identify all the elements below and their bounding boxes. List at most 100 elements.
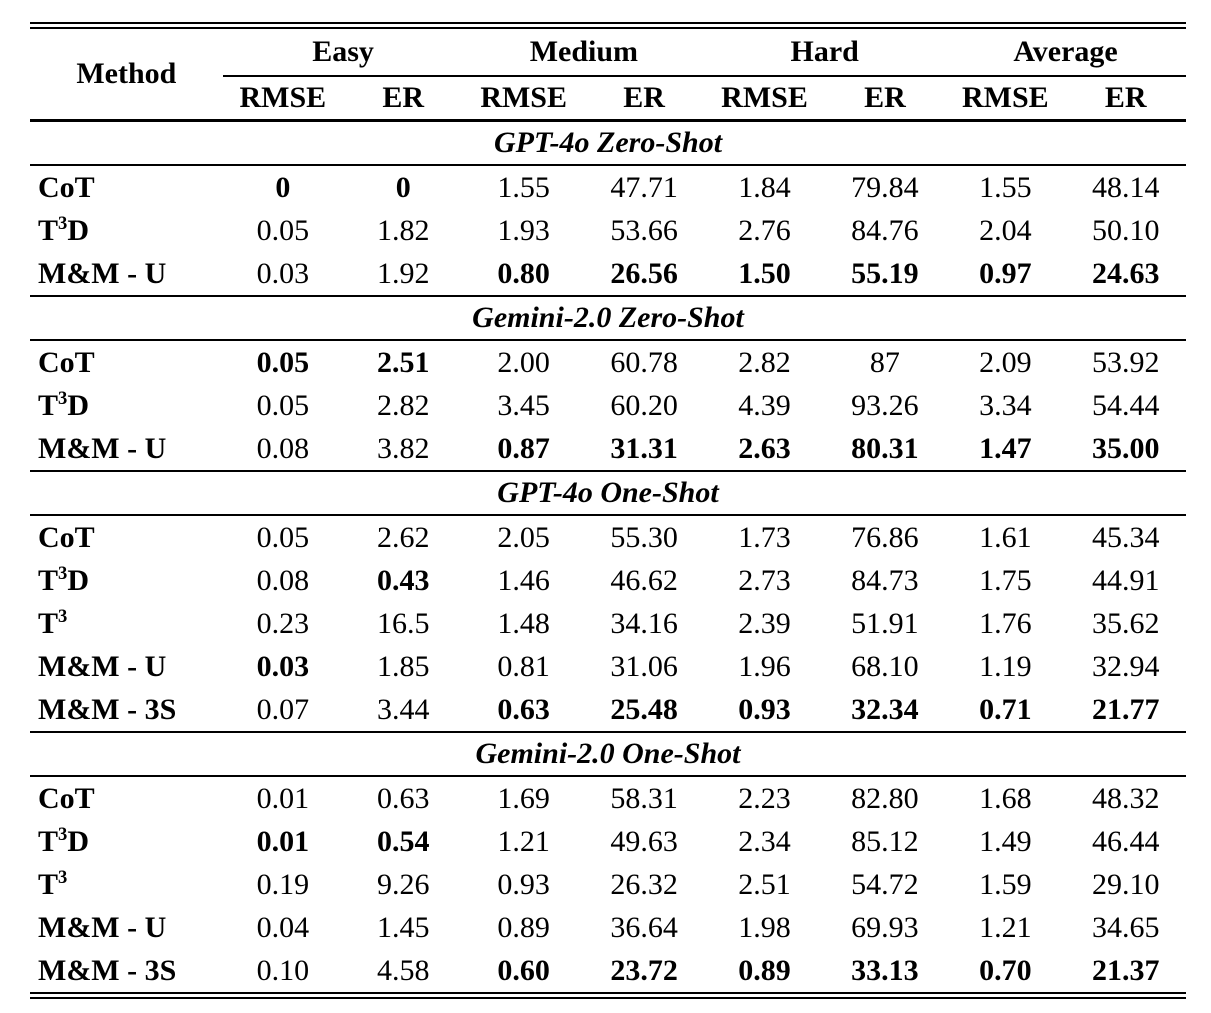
value-cell: 51.91	[851, 606, 919, 640]
table-body: GPT-4o Zero-Shot CoT 0 0 1.55 47.71 1.84 79.84 1…	[30, 119, 1186, 996]
method-superscript: 3	[58, 823, 68, 845]
method-cell: M&M - 3S	[30, 688, 223, 732]
value-cell: 0.89	[497, 910, 550, 944]
col-header-average-er: ER	[1065, 76, 1186, 122]
table-row: CoT 0.01 0.63 1.69 58.31 2.23 82.80 1.68 48.32	[30, 776, 1186, 820]
value-cell: 2.00	[497, 345, 550, 379]
method-label: M&M - U	[38, 256, 167, 290]
table-row: T3D 0.01 0.54 1.21 49.63 2.34 85.12 1.49 46.44	[30, 820, 1186, 863]
value-cell: 1.92	[377, 256, 430, 290]
group-header-easy: Easy	[222, 25, 464, 77]
value-cell: 0.71	[979, 692, 1032, 726]
group-header-hard: Hard	[704, 25, 946, 77]
value-cell: 0.93	[497, 867, 550, 901]
value-cell: 0.87	[497, 431, 550, 465]
method-label-suffix: D	[67, 388, 89, 422]
value-cell: 21.37	[1092, 953, 1160, 987]
value-cell: 0	[395, 170, 411, 204]
section-title: GPT-4o One-Shot	[30, 470, 1186, 516]
value-cell: 0.54	[377, 824, 430, 858]
table-row: M&M - U 0.03 1.85 0.81 31.06 1.96 68.10 1.19 32.…	[30, 645, 1186, 688]
value-cell: 1.47	[979, 431, 1032, 465]
method-label-suffix: D	[67, 563, 89, 597]
value-cell: 2.51	[377, 345, 430, 379]
method-label-suffix: D	[67, 213, 89, 247]
metric-header-row: RMSE ER RMSE ER RMSE ER RMSE ER	[30, 76, 1186, 122]
value-cell: 1.68	[979, 781, 1032, 815]
method-label: CoT	[38, 781, 95, 815]
value-cell: 0.01	[256, 824, 310, 858]
method-label: CoT	[38, 520, 95, 554]
col-header-hard-er: ER	[824, 76, 946, 122]
table-row: T3D 0.08 0.43 1.46 46.62 2.73 84.73 1.75 44.91	[30, 559, 1186, 602]
section-title: Gemini-2.0 Zero-Shot	[30, 295, 1186, 341]
value-cell: 1.46	[497, 563, 550, 597]
method-cell: M&M - U	[30, 906, 223, 949]
method-label: CoT	[38, 345, 95, 379]
value-cell: 0.81	[497, 649, 550, 683]
value-cell: 0.63	[497, 692, 550, 726]
value-cell: 2.05	[497, 520, 550, 554]
method-label: T	[38, 563, 59, 597]
table-row: M&M - 3S 0.10 4.58 0.60 23.72 0.89 33.13 0.70 21…	[30, 949, 1186, 996]
value-cell: 0	[275, 170, 291, 204]
table-row: M&M - U 0.04 1.45 0.89 36.64 1.98 69.93 1.21 34.…	[30, 906, 1186, 949]
value-cell: 1.96	[738, 649, 791, 683]
value-cell: 0.08	[256, 431, 310, 465]
table-row: CoT 0.05 2.62 2.05 55.30 1.73 76.86 1.61 45.34	[30, 515, 1186, 559]
value-cell: 23.72	[610, 953, 678, 987]
table-row: CoT 0 0 1.55 47.71 1.84 79.84 1.55 48.14	[30, 165, 1186, 209]
value-cell: 84.73	[851, 563, 919, 597]
section-title: Gemini-2.0 One-Shot	[30, 731, 1186, 777]
value-cell: 1.21	[497, 824, 550, 858]
value-cell: 2.34	[738, 824, 791, 858]
value-cell: 76.86	[851, 520, 919, 554]
value-cell: 48.14	[1092, 170, 1160, 204]
value-cell: 60.78	[610, 345, 678, 379]
value-cell: 0.97	[979, 256, 1032, 290]
value-cell: 0.05	[256, 388, 310, 422]
value-cell: 0.89	[738, 953, 791, 987]
col-header-medium-er: ER	[583, 76, 705, 122]
method-cell: T3D	[30, 559, 223, 602]
value-cell: 2.39	[738, 606, 791, 640]
value-cell: 44.91	[1092, 563, 1160, 597]
table-row: M&M - U 0.08 3.82 0.87 31.31 2.63 80.31 1.47 35.…	[30, 427, 1186, 471]
method-cell: CoT	[30, 340, 223, 384]
value-cell: 0.04	[256, 910, 310, 944]
value-cell: 84.76	[851, 213, 919, 247]
table-row: M&M - U 0.03 1.92 0.80 26.56 1.50 55.19 0.97 24.…	[30, 252, 1186, 296]
method-cell: T3	[30, 602, 223, 645]
value-cell: 55.30	[610, 520, 678, 554]
value-cell: 1.76	[979, 606, 1032, 640]
method-cell: M&M - 3S	[30, 949, 223, 996]
value-cell: 1.73	[738, 520, 791, 554]
method-cell: CoT	[30, 776, 223, 820]
method-superscript: 3	[58, 562, 68, 584]
value-cell: 1.55	[497, 170, 550, 204]
value-cell: 34.16	[610, 606, 678, 640]
value-cell: 0.70	[979, 953, 1032, 987]
col-header-hard-rmse: RMSE	[704, 76, 825, 122]
value-cell: 0.08	[256, 563, 310, 597]
value-cell: 1.59	[979, 867, 1032, 901]
value-cell: 32.34	[851, 692, 919, 726]
value-cell: 69.93	[851, 910, 919, 944]
value-cell: 2.73	[738, 563, 791, 597]
value-cell: 3.44	[377, 692, 430, 726]
value-cell: 54.72	[851, 867, 919, 901]
value-cell: 24.63	[1092, 256, 1160, 290]
value-cell: 4.39	[738, 388, 791, 422]
value-cell: 55.19	[851, 256, 919, 290]
table-row: T3 0.19 9.26 0.93 26.32 2.51 54.72 1.59 29.10	[30, 863, 1186, 906]
table-row: CoT 0.05 2.51 2.00 60.78 2.82 87 2.09 53.92	[30, 340, 1186, 384]
value-cell: 21.77	[1092, 692, 1160, 726]
value-cell: 0.05	[256, 345, 310, 379]
section-title: GPT-4o Zero-Shot	[30, 119, 1186, 166]
value-cell: 0.03	[256, 256, 310, 290]
value-cell: 0.03	[256, 649, 310, 683]
value-cell: 2.09	[979, 345, 1032, 379]
value-cell: 0.93	[738, 692, 791, 726]
value-cell: 1.45	[377, 910, 430, 944]
